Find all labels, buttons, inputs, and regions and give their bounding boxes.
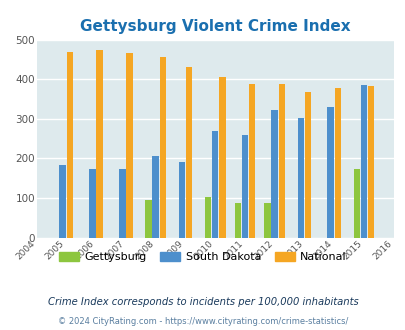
Bar [211, 131, 218, 238]
Text: © 2024 CityRating.com - https://www.cityrating.com/crime-statistics/: © 2024 CityRating.com - https://www.city… [58, 317, 347, 326]
Bar [304, 92, 311, 238]
Text: Crime Index corresponds to incidents per 100,000 inhabitants: Crime Index corresponds to incidents per… [47, 297, 358, 307]
Bar [334, 88, 340, 238]
Title: Gettysburg Violent Crime Index: Gettysburg Violent Crime Index [80, 19, 350, 34]
Bar [241, 135, 247, 238]
Bar [126, 53, 132, 238]
Bar [145, 200, 151, 238]
Bar [59, 165, 66, 238]
Legend: Gettysburg, South Dakota, National: Gettysburg, South Dakota, National [55, 248, 350, 267]
Bar [89, 169, 96, 238]
Bar [248, 84, 255, 238]
Bar [204, 197, 211, 238]
Bar [278, 84, 284, 238]
Bar [185, 67, 192, 238]
Bar [353, 169, 359, 238]
Bar [219, 77, 225, 238]
Bar [152, 156, 158, 238]
Bar [119, 169, 125, 238]
Bar [96, 50, 103, 238]
Bar [326, 107, 333, 238]
Bar [234, 203, 241, 238]
Bar [178, 162, 185, 238]
Bar [360, 85, 367, 238]
Bar [66, 52, 73, 238]
Bar [297, 118, 303, 238]
Bar [271, 110, 277, 238]
Bar [159, 57, 166, 238]
Bar [264, 203, 270, 238]
Bar [367, 86, 373, 238]
